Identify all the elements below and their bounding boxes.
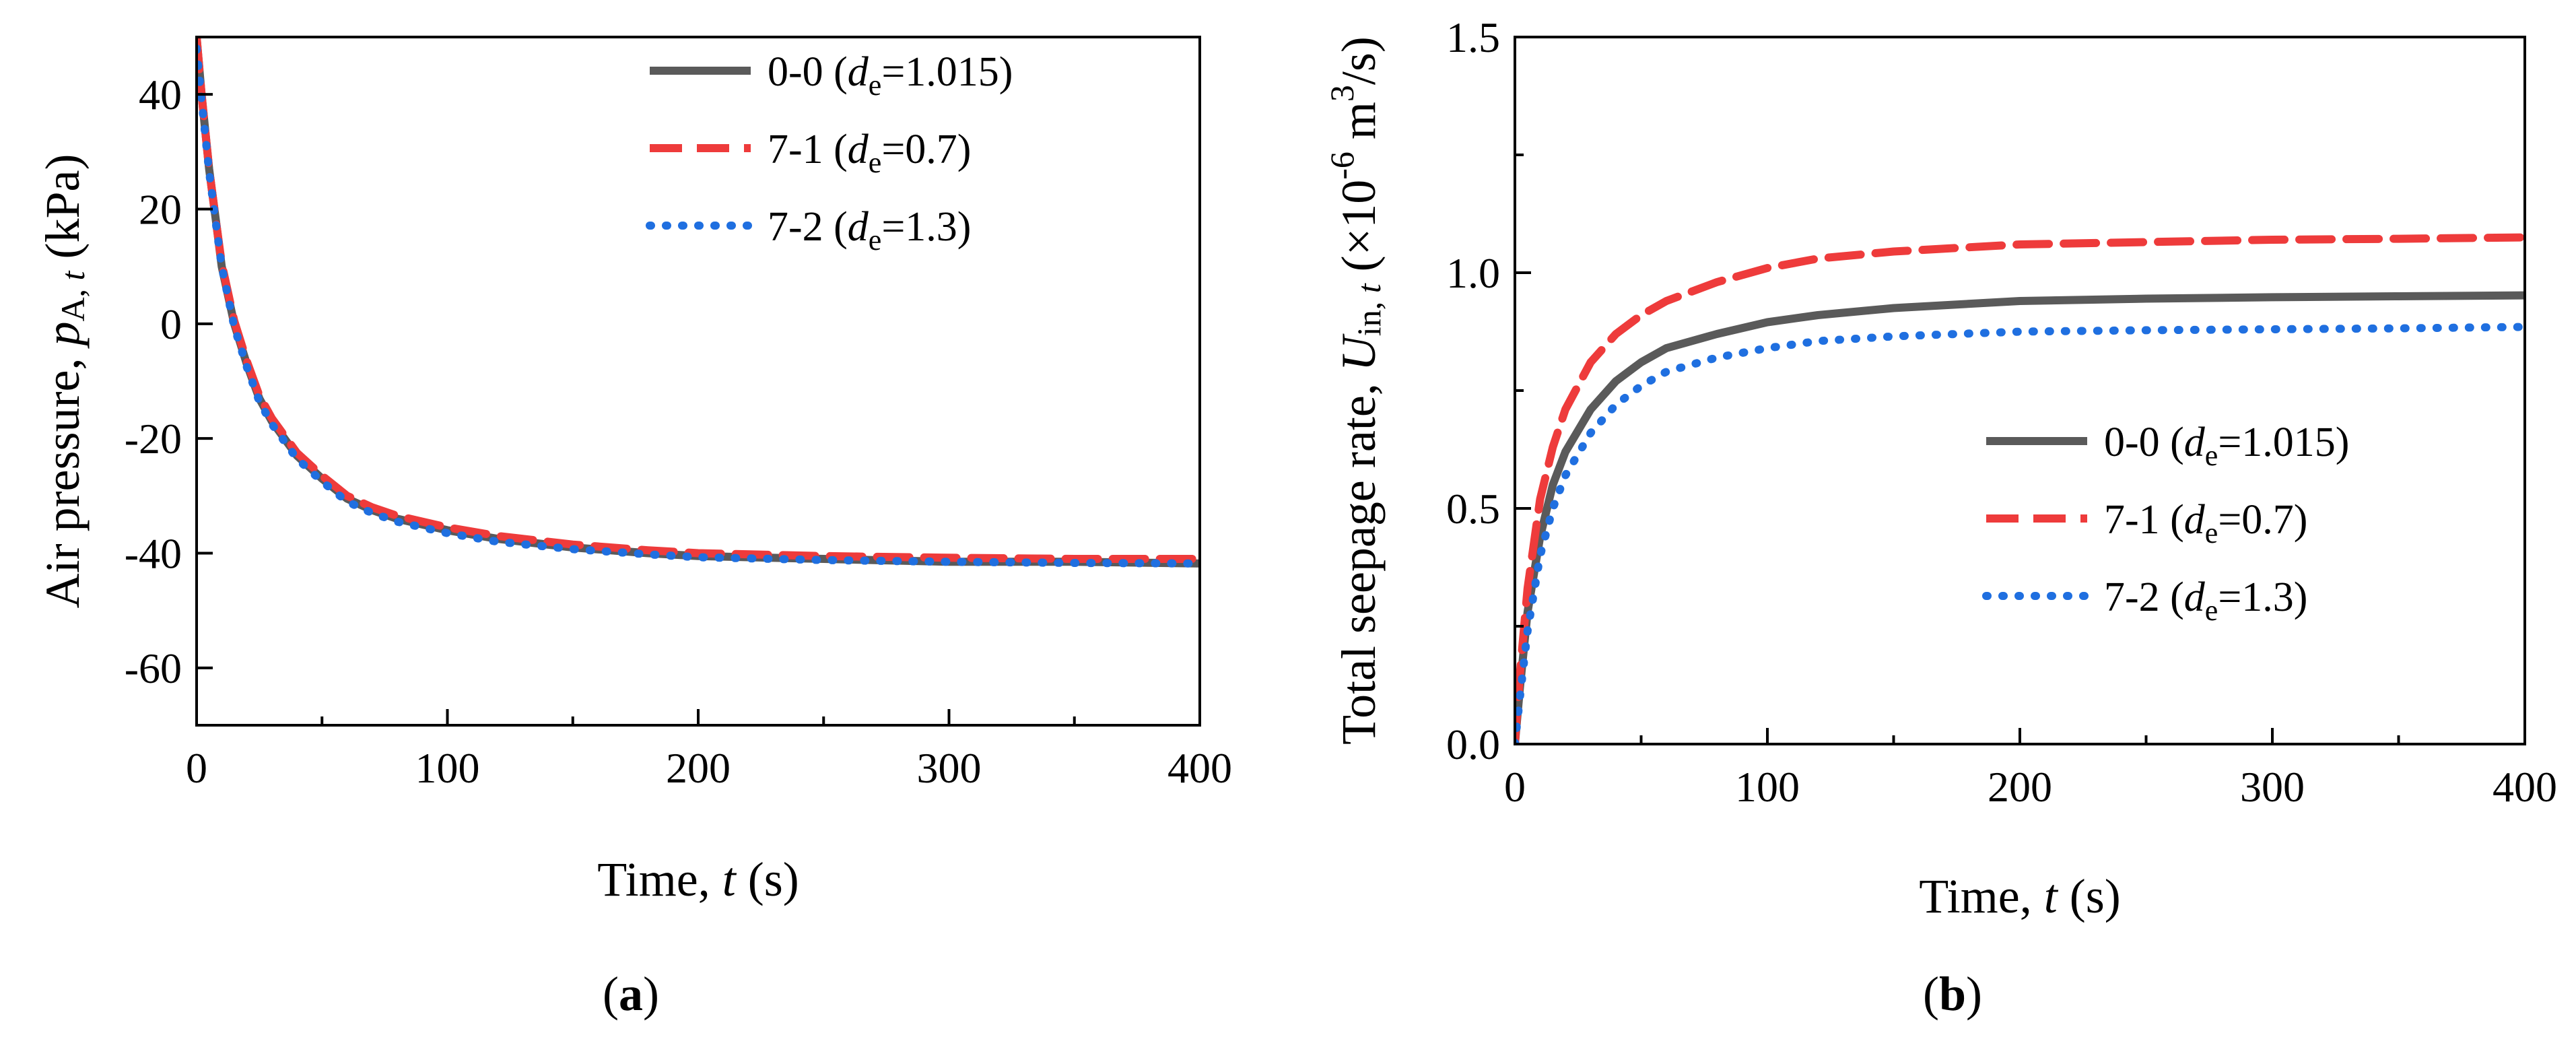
panel-a-y-tick-label: 40 [139,71,182,119]
panel-a-series-7-2-line [197,44,1200,568]
panel-a-x-axis-title: Time, t (s) [597,852,799,906]
panel-b-y-tick-label: 1.5 [1446,13,1500,61]
panel-a-y-tick-label: 0 [160,300,182,348]
panel-b-x-tick-label: 200 [1988,763,2052,811]
panel-a-y-tick-label: -20 [125,415,182,463]
panel-b-legend-label-0-0: 0-0 (de=1.015) [2104,420,2349,472]
panel-b-x-axis-title: Time, t (s) [1919,869,2120,923]
panel-b-legend-label-7-2: 7-2 (de=1.3) [2104,574,2307,627]
panel-a-legend-item-7-2: 7-2 (de=1.3) [646,204,971,257]
panel-b-series-7-1-line [1515,233,2525,744]
panel-a-x-tick-label: 0 [186,744,207,792]
panel-b-legend-item-0-0: 0-0 (de=1.015) [1986,420,2349,472]
panel-b: 0 100 200 300 400 0.0 0.5 1.0 1.5 0-0 (de=1.015)… [1323,13,2557,1021]
panel-a-y-tick-label: 20 [139,186,182,234]
panel-b-x-tick-label: 100 [1735,763,1800,811]
svg-text:Total seepage rate, Uin, t (×1: Total seepage rate, Uin, t (×10-6 m3/s) [1323,36,1388,745]
panel-a-y-axis-title: Air pressure, pA, t (kPa) [36,154,92,609]
panel-a-legend-item-7-1: 7-1 (de=0.7) [650,127,971,179]
panel-b-y-tick-label: 0.5 [1446,485,1500,533]
panel-b-y-tick-label: 1.0 [1446,249,1500,297]
panel-b-legend-item-7-1: 7-1 (de=0.7) [1986,497,2307,549]
panel-b-series-7-2-line [1515,323,2525,744]
panel-a-plot-frame [195,36,1201,727]
panel-b-plot-frame [1514,36,2526,745]
panel-b-ticks-layer: 0 100 200 300 400 0.0 0.5 1.0 1.5 [1446,13,2557,811]
svg-text:Air pressure, pA, t (kPa): Air pressure, pA, t (kPa) [36,154,92,609]
panel-a-y-title-sub-italic: t [54,270,92,280]
panel-a-legend: 0-0 (de=1.015) 7-1 (de=0.7) 7-2 (de=1.3) [646,49,1013,257]
panel-b-x-tick-label: 400 [2493,763,2557,811]
panel-b-series-layer [1515,233,2525,744]
panel-a-y-title-prefix: Air pressure, [36,346,90,609]
panel-a-legend-label-7-2: 7-2 (de=1.3) [768,204,971,257]
panel-b-legend-item-7-2: 7-2 (de=1.3) [1982,574,2307,627]
panel-b-legend: 0-0 (de=1.015) 7-1 (de=0.7) 7-2 (de=1.3) [1982,420,2349,627]
panel-b-y-axis-title: Total seepage rate, Uin, t (×10-6 m3/s) [1323,36,1388,745]
panel-a-x-tick-label: 300 [917,744,982,792]
panel-a-y-tick-label: -40 [125,530,182,578]
panel-b-legend-label-7-1: 7-1 (de=0.7) [2104,497,2307,549]
panel-b-series-0-0-line [1515,291,2525,744]
panel-a-y-tick-label: -60 [125,644,182,692]
panel-a-legend-label-0-0: 0-0 (de=1.015) [768,49,1013,102]
panel-a-series-layer [197,37,1200,568]
panel-b-x-tick-label: 0 [1504,763,1526,811]
panel-a-y-title-sub: A, [54,280,92,321]
panel-b-x-tick-label: 300 [2240,763,2305,811]
panel-a-series-7-1-line [197,37,1200,563]
panel-a-y-title-unit: (kPa) [36,154,90,271]
panel-a-caption: (a) [603,967,659,1021]
panel-b-caption: (b) [1923,967,1982,1021]
panel-a-x-tick-label: 400 [1167,744,1232,792]
panel-b-y-tick-label: 0.0 [1446,721,1500,768]
panel-a-x-tick-label: 100 [415,744,480,792]
panel-a-x-tick-label: 200 [666,744,731,792]
panel-a-legend-item-0-0: 0-0 (de=1.015) [650,49,1013,102]
panel-a-y-title-sym: p [36,322,90,349]
panel-a-legend-label-7-1: 7-1 (de=0.7) [768,127,971,179]
